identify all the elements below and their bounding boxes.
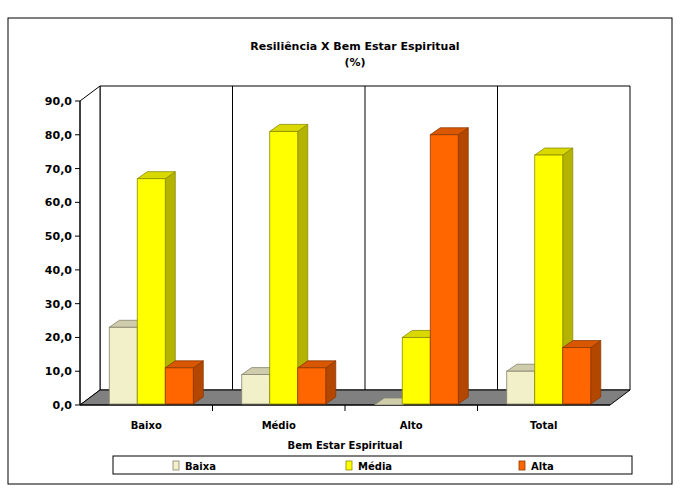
bar — [298, 361, 336, 404]
bar-top — [270, 124, 308, 131]
side-wall — [80, 86, 100, 405]
bar — [270, 124, 308, 404]
y-tick — [75, 405, 80, 406]
legend-swatch — [173, 461, 179, 470]
y-axis — [80, 101, 81, 405]
y-tick — [75, 303, 80, 304]
divider-tick — [477, 405, 478, 411]
y-tick — [75, 134, 80, 135]
bar-front — [430, 135, 458, 404]
x-tick-label: Médio — [262, 420, 296, 431]
y-tick — [75, 168, 80, 169]
title: Resiliência X Bem Estar Espiritual — [250, 40, 459, 53]
legend-box — [113, 456, 632, 474]
legend: Baixa Média Alta — [113, 456, 632, 474]
bar-side — [458, 128, 468, 404]
y-tick — [75, 337, 80, 338]
y-tick-label: 40,0 — [45, 264, 72, 277]
bar-front — [374, 405, 402, 406]
divider-tick — [345, 405, 346, 411]
bar — [165, 361, 203, 404]
y-tick-label: 80,0 — [45, 129, 72, 142]
divider — [365, 86, 366, 390]
bars — [109, 124, 601, 405]
bar — [563, 341, 601, 404]
legend-label: Baixa — [185, 461, 216, 472]
y-tick — [75, 371, 80, 372]
x-tick-label: Alto — [400, 420, 423, 431]
bar-front — [109, 327, 137, 404]
bar-front — [507, 371, 535, 404]
bar-front — [242, 375, 270, 404]
y-tick — [75, 269, 80, 270]
y-tick-label: 10,0 — [45, 365, 72, 378]
legend-label: Alta — [531, 461, 554, 472]
bar-front — [402, 337, 430, 404]
bar-front — [298, 368, 326, 404]
legend-label: Média — [358, 461, 392, 472]
divider — [232, 86, 233, 390]
bar-front — [137, 179, 165, 404]
bar-side — [326, 361, 336, 404]
y-tick-label: 90,0 — [45, 95, 72, 108]
bar-front — [563, 348, 591, 404]
x-tick-label: Baixo — [131, 420, 162, 431]
bar-side — [591, 341, 601, 404]
y-tick-label: 20,0 — [45, 331, 72, 344]
y-tick-label: 50,0 — [45, 230, 72, 243]
legend-swatch — [519, 461, 525, 470]
y-tick-label: 0,0 — [53, 399, 73, 412]
legend-swatch — [346, 461, 352, 470]
y-tick-label: 60,0 — [45, 196, 72, 209]
chart: Resiliência X Bem Estar Espiritual (%) 0,0… — [0, 0, 681, 491]
bar-top — [535, 148, 573, 155]
bar-front — [535, 155, 563, 404]
y-tick-label: 30,0 — [45, 298, 72, 311]
y-tick — [75, 202, 80, 203]
divider-tick — [212, 405, 213, 411]
divider — [497, 86, 498, 390]
x-tick-label: Total — [530, 420, 557, 431]
bar-top — [563, 341, 601, 348]
y-tick — [75, 236, 80, 237]
subtitle: (%) — [344, 56, 365, 69]
y-tick-label: 70,0 — [45, 163, 72, 176]
bar-top — [430, 128, 468, 135]
x-axis-label: Bem Estar Espiritual — [288, 440, 403, 451]
bar-front — [165, 368, 193, 404]
x-axis — [80, 405, 610, 406]
bar — [430, 128, 468, 404]
bar-front — [270, 131, 298, 404]
bar-top — [137, 172, 175, 179]
bar-side — [193, 361, 203, 404]
bar-top — [298, 361, 336, 368]
bar-top — [165, 361, 203, 368]
y-tick — [75, 101, 80, 102]
frame — [8, 18, 672, 484]
